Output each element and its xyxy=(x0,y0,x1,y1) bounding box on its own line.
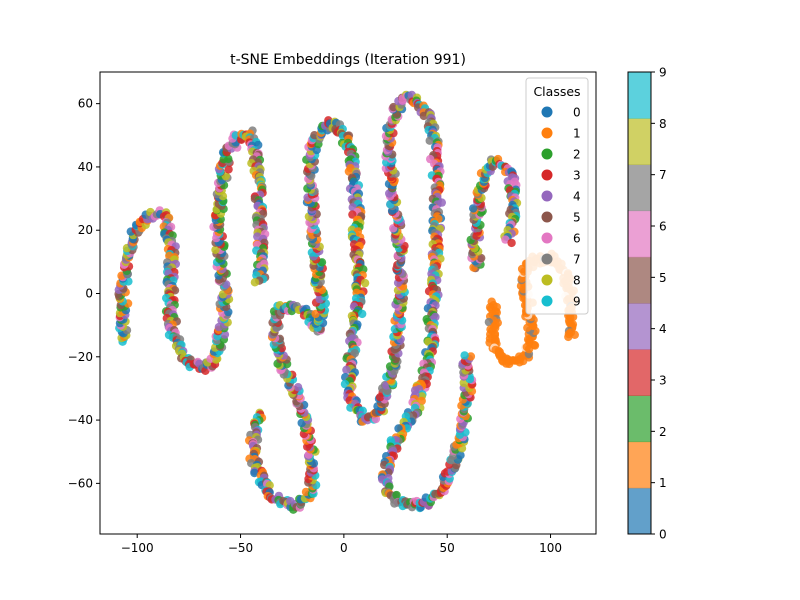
data-point xyxy=(297,418,306,428)
legend-label: 7 xyxy=(573,253,581,267)
data-point xyxy=(564,332,573,342)
y-tick-label: 40 xyxy=(78,160,93,174)
legend-label: 8 xyxy=(573,274,581,288)
colorbar-segment xyxy=(628,72,651,119)
data-point xyxy=(224,165,233,174)
legend-title: Classes xyxy=(533,84,580,99)
legend-marker xyxy=(541,295,553,307)
legend-marker xyxy=(541,169,553,181)
y-tick-label: 0 xyxy=(85,287,93,301)
colorbar-segment xyxy=(628,303,651,350)
colorbar-tick-label: 9 xyxy=(659,66,667,80)
colorbar-tick-label: 2 xyxy=(659,425,667,439)
x-tick-label: −100 xyxy=(121,541,154,555)
legend-marker xyxy=(541,211,553,223)
data-point xyxy=(344,167,354,176)
colorbar-tick-label: 8 xyxy=(659,117,667,131)
y-tick-label: 60 xyxy=(78,97,93,111)
colorbar-tick-label: 1 xyxy=(659,476,667,490)
data-point xyxy=(392,490,401,500)
data-point xyxy=(477,253,486,263)
data-point xyxy=(211,245,220,254)
data-point xyxy=(466,352,476,361)
colorbar-segment xyxy=(628,487,651,535)
data-point xyxy=(501,235,510,244)
data-point xyxy=(460,351,469,360)
colorbar-segment xyxy=(628,164,651,212)
colorbar-tick-label: 7 xyxy=(659,168,667,182)
colorbar-tick-label: 5 xyxy=(659,271,667,285)
data-point xyxy=(459,378,468,387)
data-point xyxy=(417,396,426,406)
series-0 xyxy=(114,126,270,375)
y-tick-label: −40 xyxy=(68,413,93,427)
series-3 xyxy=(466,154,522,273)
x-tick-label: 50 xyxy=(440,541,455,555)
data-point xyxy=(224,154,233,164)
data-point xyxy=(293,383,303,392)
data-point xyxy=(389,102,398,112)
colorbar: 0 1 2 3 4 5 6 7 8 9 xyxy=(627,66,667,542)
legend-marker xyxy=(541,253,553,265)
legend-label: 0 xyxy=(573,106,581,120)
colorbar-segment xyxy=(628,210,651,258)
series-1 xyxy=(245,90,446,514)
plot-area-frame xyxy=(99,71,597,535)
colorbar-segment xyxy=(628,441,651,489)
legend-marker xyxy=(541,127,553,139)
x-axis-ticks: −100 −50 0 50 100 xyxy=(121,534,562,555)
y-tick-label: 20 xyxy=(78,223,93,237)
legend-label: 2 xyxy=(573,148,581,162)
colorbar-segment xyxy=(628,395,651,443)
chart-title: t-SNE Embeddings (Iteration 991) xyxy=(230,52,466,68)
y-tick-label: −60 xyxy=(68,476,93,490)
legend: Classes 0 1 2 3 4 5 6 7 8 9 xyxy=(525,77,589,315)
y-tick-label: −20 xyxy=(68,350,93,364)
legend-entries: 0 1 2 3 4 5 6 7 8 9 xyxy=(541,106,581,309)
data-point xyxy=(570,330,579,339)
data-point xyxy=(456,451,465,460)
scatter-points xyxy=(114,90,579,514)
legend-marker xyxy=(541,274,553,286)
colorbar-tick-label: 4 xyxy=(659,322,667,336)
colorbar-frame xyxy=(627,71,652,535)
series-2 xyxy=(377,351,477,513)
data-point xyxy=(250,468,259,478)
data-point xyxy=(469,204,478,213)
data-point xyxy=(507,238,516,248)
x-tick-label: 0 xyxy=(340,541,348,555)
legend-label: 5 xyxy=(573,211,581,225)
data-point xyxy=(342,365,351,374)
legend-label: 9 xyxy=(573,295,581,309)
data-point xyxy=(360,278,370,288)
legend-label: 4 xyxy=(573,190,581,204)
colorbar-tick-label: 6 xyxy=(659,220,667,234)
legend-marker xyxy=(541,148,553,160)
colorbar-segment xyxy=(628,349,651,396)
colorbar-segment xyxy=(628,118,651,165)
legend-box xyxy=(525,77,589,315)
data-point xyxy=(250,278,260,287)
colorbar-segment xyxy=(628,256,651,304)
x-tick-label: 100 xyxy=(539,541,562,555)
legend-label: 6 xyxy=(573,232,581,246)
x-tick-label: −50 xyxy=(228,541,253,555)
colorbar-tick-label: 3 xyxy=(659,374,667,388)
colorbar-tick-label: 0 xyxy=(659,528,667,542)
legend-marker xyxy=(541,190,553,202)
data-point xyxy=(358,309,367,319)
legend-label: 1 xyxy=(573,127,581,141)
y-axis-ticks: −60 −40 −20 0 20 40 60 xyxy=(68,97,100,490)
data-point xyxy=(425,136,434,145)
legend-marker xyxy=(541,232,553,244)
legend-marker xyxy=(541,106,553,118)
legend-label: 3 xyxy=(573,169,581,183)
